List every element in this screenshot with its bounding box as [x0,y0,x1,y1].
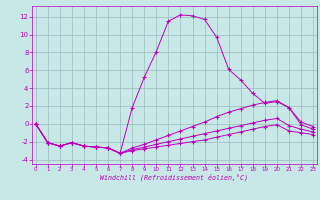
X-axis label: Windchill (Refroidissement éolien,°C): Windchill (Refroidissement éolien,°C) [100,174,248,181]
